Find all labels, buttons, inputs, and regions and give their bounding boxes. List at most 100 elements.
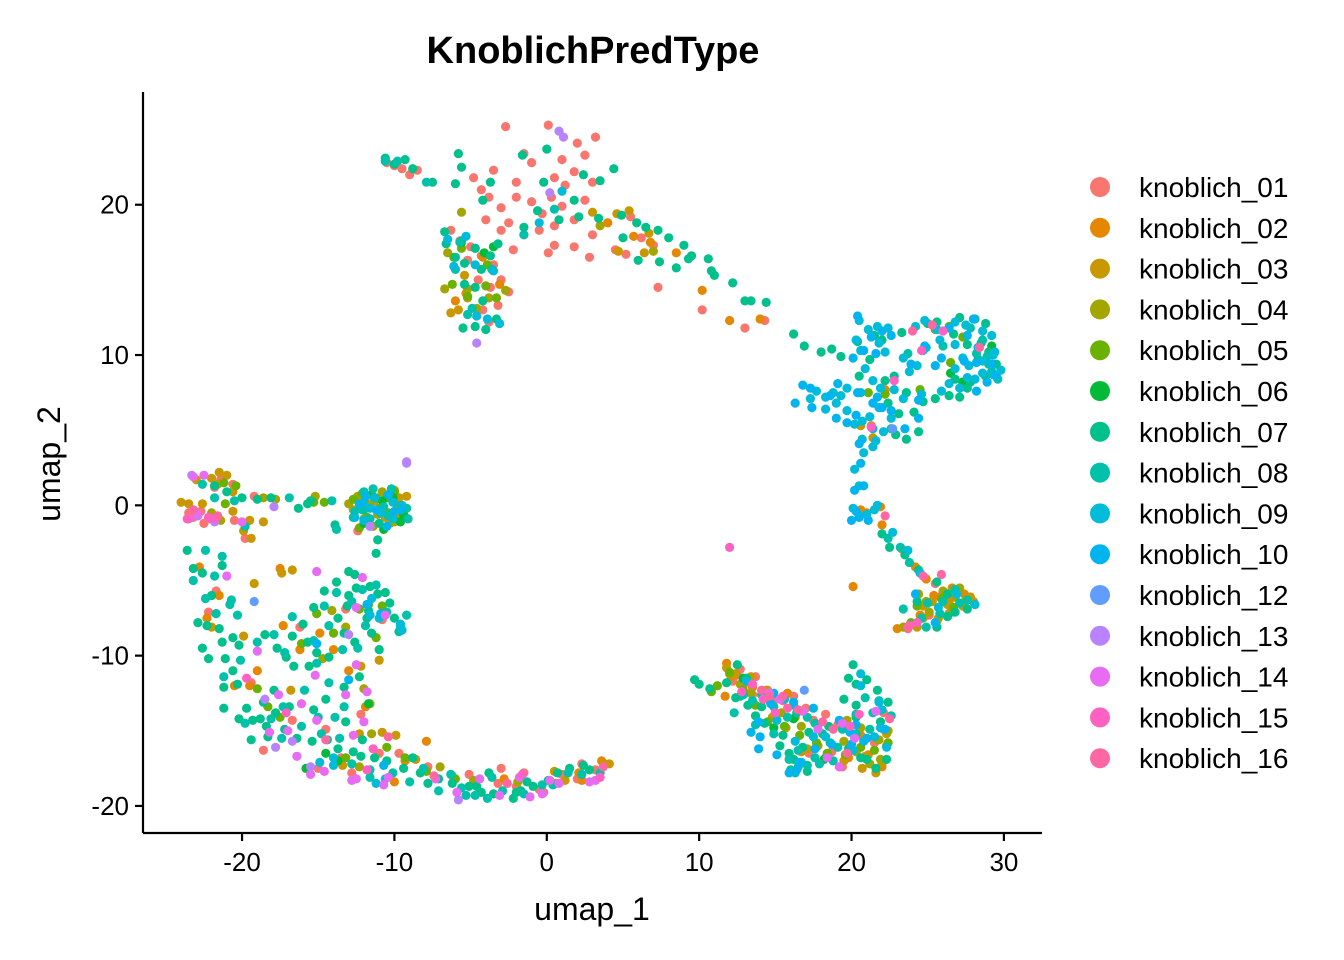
point-knoblich_01-115 — [258, 745, 268, 755]
point-knoblich_08-95 — [860, 693, 870, 703]
point-knoblich_09-65 — [988, 350, 998, 360]
legend-key-knoblich_10 — [1090, 544, 1110, 565]
point-knoblich_15-0 — [725, 542, 735, 553]
point-knoblich_07-134 — [228, 666, 238, 676]
point-knoblich_09-33 — [865, 412, 875, 422]
point-knoblich_10-43 — [872, 392, 883, 402]
point-knoblich_08-0 — [380, 156, 390, 166]
point-knoblich_10-35 — [991, 371, 1001, 381]
point-knoblich_10-53 — [808, 703, 819, 713]
point-knoblich_16-4 — [188, 505, 198, 515]
point-knoblich_07-43 — [679, 240, 689, 250]
point-knoblich_07-70 — [981, 318, 991, 329]
point-knoblich_07-184 — [293, 503, 303, 513]
point-knoblich_03-31 — [613, 246, 624, 256]
x-tick-label: 10 — [685, 847, 714, 877]
point-knoblich_09-90 — [772, 715, 782, 725]
point-knoblich_01-69 — [356, 709, 366, 719]
point-knoblich_07-183 — [266, 493, 276, 503]
point-knoblich_01-56 — [697, 305, 707, 315]
point-knoblich_07-170 — [232, 679, 243, 689]
point-knoblich_14-15 — [341, 690, 351, 700]
point-knoblich_01-32 — [587, 230, 598, 240]
point-knoblich_09-76 — [898, 394, 908, 404]
point-knoblich_16-22 — [885, 714, 895, 724]
point-knoblich_14-4 — [237, 517, 247, 527]
point-knoblich_07-56 — [706, 266, 717, 276]
point-knoblich_08-29 — [403, 514, 413, 524]
point-knoblich_08-47 — [211, 609, 221, 619]
point-knoblich_07-166 — [248, 715, 258, 725]
point-knoblich_07-215 — [862, 754, 872, 765]
point-knoblich_10-34 — [982, 377, 992, 387]
point-knoblich_10-64 — [880, 724, 890, 734]
point-knoblich_07-230 — [694, 679, 704, 689]
point-knoblich_14-20 — [274, 690, 284, 700]
point-knoblich_08-87 — [793, 745, 803, 755]
point-knoblich_05-30 — [447, 279, 457, 289]
point-knoblich_07-167 — [246, 735, 256, 745]
point-knoblich_05-59 — [220, 499, 230, 509]
point-knoblich_05-17 — [328, 628, 339, 638]
point-knoblich_08-76 — [482, 793, 492, 804]
point-knoblich_07-169 — [219, 703, 229, 713]
y-tick-label: 20 — [100, 190, 129, 220]
point-knoblich_14-14 — [359, 717, 369, 727]
point-knoblich_03-37 — [459, 270, 470, 280]
point-knoblich_14-30 — [452, 787, 462, 798]
point-knoblich_12-2 — [799, 685, 809, 695]
point-knoblich_01-12 — [511, 177, 521, 187]
point-knoblich_03-68 — [391, 730, 401, 740]
point-knoblich_03-5 — [222, 470, 232, 480]
point-knoblich_07-81 — [955, 392, 965, 402]
point-knoblich_07-25 — [450, 179, 460, 189]
point-knoblich_07-224 — [862, 675, 872, 685]
point-knoblich_09-78 — [936, 386, 947, 396]
point-knoblich_05-27 — [463, 291, 473, 301]
point-knoblich_08-125 — [225, 599, 235, 610]
point-knoblich_02-1 — [629, 231, 639, 241]
point-knoblich_05-23 — [382, 742, 392, 752]
point-knoblich_16-11 — [842, 748, 852, 758]
series-knoblich_13 — [187, 126, 569, 805]
point-knoblich_07-191 — [339, 682, 349, 692]
point-knoblich_13-8 — [453, 795, 463, 805]
point-knoblich_08-45 — [252, 637, 262, 647]
point-knoblich_05-60 — [219, 478, 229, 488]
point-knoblich_10-44 — [914, 413, 924, 423]
point-knoblich_10-69 — [371, 505, 381, 515]
point-knoblich_07-131 — [228, 633, 238, 643]
point-knoblich_08-67 — [470, 790, 480, 801]
point-knoblich_08-134 — [327, 496, 337, 506]
point-knoblich_08-39 — [324, 621, 334, 631]
point-knoblich_09-1 — [482, 314, 492, 324]
point-knoblich_01-4 — [501, 122, 511, 132]
point-knoblich_09-104 — [350, 512, 360, 523]
point-knoblich_07-119 — [260, 630, 270, 640]
point-knoblich_10-51 — [754, 717, 764, 727]
point-knoblich_10-73 — [382, 521, 392, 532]
point-knoblich_05-45 — [779, 721, 790, 731]
point-knoblich_07-91 — [914, 427, 924, 437]
point-knoblich_08-117 — [904, 557, 915, 568]
point-knoblich_12-1 — [888, 424, 898, 434]
point-knoblich_07-247 — [912, 596, 922, 607]
point-knoblich_09-9 — [557, 186, 567, 196]
point-knoblich_01-15 — [569, 167, 579, 177]
point-knoblich_01-8 — [572, 138, 582, 148]
point-knoblich_09-23 — [836, 391, 846, 401]
point-knoblich_09-102 — [882, 742, 892, 752]
point-knoblich_01-25 — [481, 215, 491, 225]
point-knoblich_07-12 — [440, 227, 450, 237]
point-knoblich_07-143 — [333, 744, 343, 754]
point-knoblich_07-136 — [242, 703, 252, 713]
point-knoblich_09-49 — [950, 339, 960, 350]
point-knoblich_08-37 — [353, 643, 363, 653]
point-knoblich_13-1 — [558, 132, 569, 142]
point-knoblich_08-122 — [339, 702, 349, 712]
point-knoblich_08-118 — [287, 612, 297, 622]
point-knoblich_13-9 — [271, 742, 281, 752]
point-knoblich_08-93 — [865, 724, 875, 734]
point-knoblich_13-10 — [287, 736, 297, 746]
point-knoblich_15-15 — [281, 708, 291, 718]
